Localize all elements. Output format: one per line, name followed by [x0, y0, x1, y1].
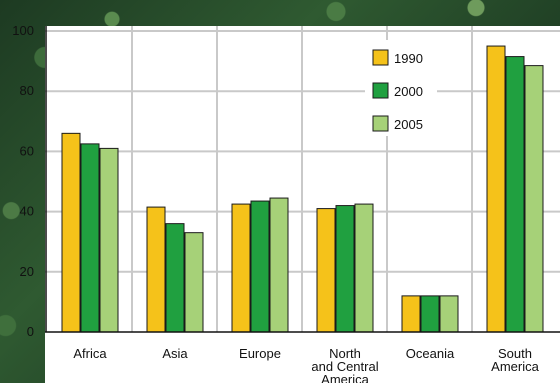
- y-tick-labels: 0 20 40 60 80 100: [12, 23, 34, 339]
- y-tick-label: 20: [20, 264, 34, 279]
- category-label: South America: [491, 346, 539, 374]
- legend-label-1990: 1990: [394, 51, 423, 66]
- legend-swatch-2005: [372, 115, 389, 132]
- category-label: Asia: [162, 346, 188, 361]
- bar-2005-1: [184, 232, 204, 333]
- bar-1990-3: [316, 208, 336, 333]
- bar-2005-3: [354, 203, 374, 333]
- bar-2000-0: [80, 143, 100, 333]
- bar-1990-0: [61, 132, 81, 333]
- bar-1990-1: [146, 206, 166, 333]
- bar-2005-5: [524, 65, 544, 333]
- bar-1990-5: [486, 45, 506, 333]
- bar-2000-2: [250, 200, 270, 333]
- legend-label-2005: 2005: [394, 117, 423, 132]
- bar-2005-0: [99, 147, 119, 333]
- bar-2000-5: [505, 56, 525, 333]
- legend: 1990 2000 2005: [365, 40, 437, 136]
- y-tick-label: 60: [20, 143, 34, 158]
- y-tick-label: 0: [27, 324, 34, 339]
- y-tick-label: 40: [20, 204, 34, 219]
- bars: [61, 45, 544, 333]
- bar-2000-4: [420, 295, 440, 333]
- bar-1990-4: [401, 295, 421, 333]
- category-label: Europe: [239, 346, 281, 361]
- category-label: Oceania: [406, 346, 455, 361]
- y-tick-label: 100: [12, 23, 34, 38]
- axes: [45, 26, 560, 333]
- bar-2000-3: [335, 205, 355, 333]
- legend-label-2000: 2000: [394, 84, 423, 99]
- category-label: North and Central America: [311, 346, 378, 383]
- y-tick-label: 80: [20, 83, 34, 98]
- bar-2005-4: [439, 295, 459, 333]
- legend-swatch-2000: [372, 82, 389, 99]
- bar-2000-1: [165, 223, 185, 333]
- bar-2005-2: [269, 197, 289, 333]
- category-labels: Africa Asia Europe North and Central America O…: [73, 346, 539, 383]
- category-label: Africa: [73, 346, 107, 361]
- gridlines: [45, 26, 560, 332]
- legend-swatch-1990: [372, 49, 389, 66]
- bar-1990-2: [231, 203, 251, 333]
